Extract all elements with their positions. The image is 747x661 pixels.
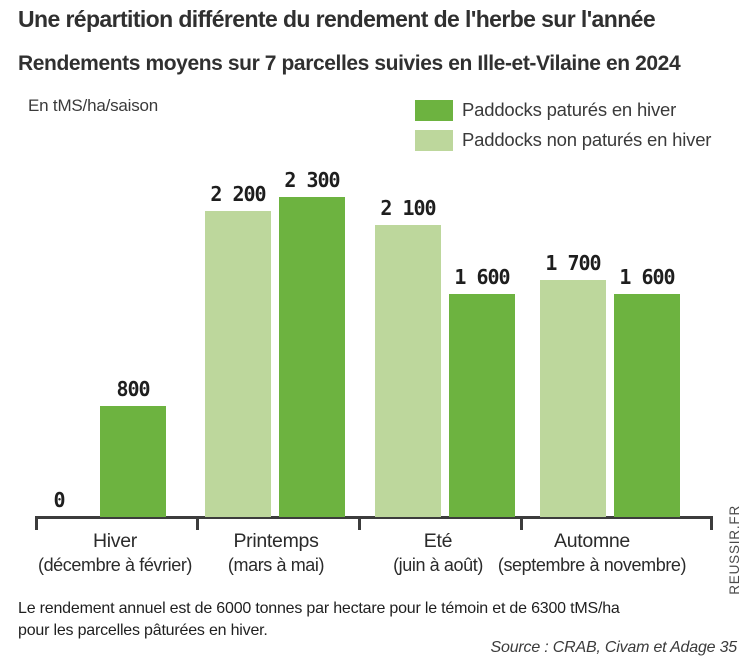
watermark-reussir: REUSSIR.FR xyxy=(727,505,742,595)
x-axis-category: Automne (septembre à novembre) xyxy=(497,530,687,576)
legend-item: Paddocks non paturés en hiver xyxy=(415,127,711,153)
x-axis-tick xyxy=(710,516,713,530)
chart-legend: Paddocks paturés en hiver Paddocks non pa… xyxy=(415,97,711,157)
category-sublabel: (mars à mai) xyxy=(227,555,325,575)
x-axis-tick xyxy=(35,516,38,530)
x-axis-tick xyxy=(520,516,523,530)
bar-chart: 0 2 200 2 100 1 700 800 2 300 1 600 1 600 Hiver (… xyxy=(0,158,747,588)
x-axis-tick xyxy=(358,516,361,530)
bar-printemps-patures xyxy=(279,197,345,517)
footnote-line2: pour les parcelles pâturées en hiver. xyxy=(18,622,268,640)
x-axis-category: Eté (juin à août) xyxy=(393,530,483,576)
footnote: Le rendement annuel est de 6000 tonnes p… xyxy=(18,598,698,642)
category-label: Automne xyxy=(554,530,630,552)
bar-value-label: 2 200 xyxy=(210,182,266,206)
category-label: Eté xyxy=(423,530,453,552)
category-label: Printemps xyxy=(233,530,319,552)
bar-eté-non-patures xyxy=(375,225,441,517)
x-axis-category: Hiver (décembre à février) xyxy=(38,530,192,576)
bar-value-label: 1 600 xyxy=(454,265,510,289)
category-sublabel: (décembre à février) xyxy=(37,555,193,575)
category-sublabel: (septembre à novembre) xyxy=(497,555,687,575)
bar-value-label: 0 xyxy=(53,488,65,512)
legend-swatch-light-green xyxy=(415,129,453,151)
bar-value-label: 2 300 xyxy=(284,168,340,192)
category-label: Hiver xyxy=(92,530,137,552)
bar-automne-patures xyxy=(614,294,680,517)
legend-label: Paddocks paturés en hiver xyxy=(462,99,677,120)
source-credit: Source : CRAB, Civam et Adage 35 xyxy=(490,639,738,656)
bar-value-label: 2 100 xyxy=(380,196,436,220)
bar-value-label: 1 600 xyxy=(619,265,675,289)
legend-item: Paddocks paturés en hiver xyxy=(415,97,711,123)
bar-automne-non-patures xyxy=(540,280,606,517)
bar-hiver-patures xyxy=(100,406,166,517)
bar-value-label: 1 700 xyxy=(545,251,601,275)
chart-title: Une répartition différente du rendement … xyxy=(18,6,656,32)
x-axis-tick xyxy=(196,516,199,530)
bar-printemps-non-patures xyxy=(205,211,271,517)
legend-label: Paddocks non paturés en hiver xyxy=(462,129,712,150)
footnote-line1: Le rendement annuel est de 6000 tonnes p… xyxy=(18,600,620,617)
x-axis-category: Printemps (mars à mai) xyxy=(227,530,325,576)
category-sublabel: (juin à août) xyxy=(393,555,483,575)
unit-label: En tMS/ha/saison xyxy=(28,96,159,115)
legend-swatch-dark-green xyxy=(415,99,453,121)
chart-subtitle: Rendements moyens sur 7 parcelles suivie… xyxy=(18,52,681,75)
bar-eté-patures xyxy=(449,294,515,517)
bar-value-label: 800 xyxy=(116,377,150,401)
x-axis-line xyxy=(35,516,712,519)
